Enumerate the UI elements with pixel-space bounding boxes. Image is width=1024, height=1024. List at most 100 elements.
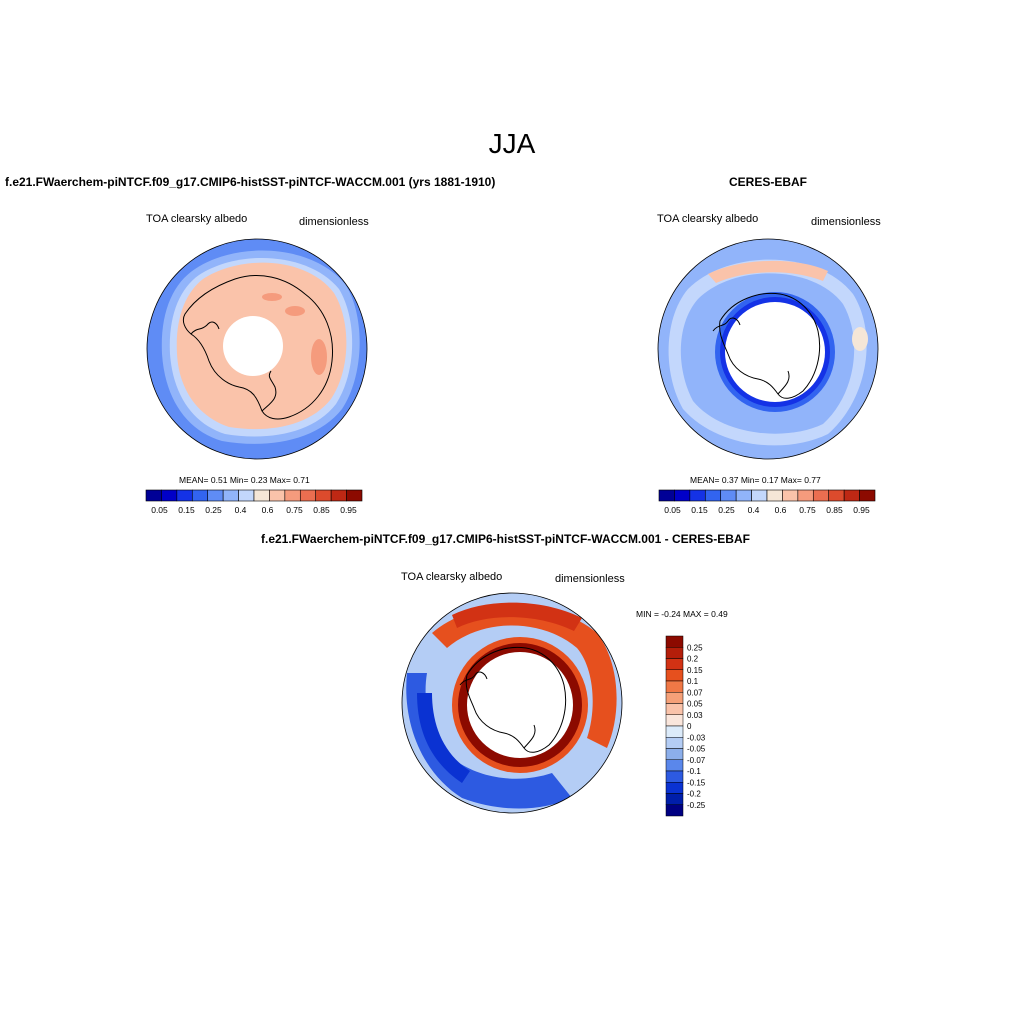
colorbar-swatch [161,489,178,502]
panel-3-variable: TOA clearsky albedo [401,571,503,583]
colorbar-tick-label: 0.85 [313,505,330,515]
colorbar-swatch [766,489,783,502]
min-value: 0.23 [250,475,268,485]
colorbar-tick-label: 0.25 [687,643,703,652]
max-label: MAX = [683,609,709,619]
max-value: 0.71 [293,475,310,485]
mean-value: 0.51 [210,475,228,485]
colorbar-tick-label: 0.07 [687,688,703,697]
antarctica-coastline [182,275,334,420]
colorbar-tick-label: 0.6 [262,505,274,515]
max-label: Max= [780,475,802,485]
colorbar-swatch [735,489,752,502]
colorbar-swatch [859,489,876,502]
colorbar-tick-label: -0.03 [687,733,706,742]
colorbar-swatch [674,489,691,502]
colorbar-tick-label: 0.05 [664,505,681,515]
colorbar-swatch [843,489,860,502]
colorbar-swatch [797,489,814,502]
panel-3-title: f.e21.FWaerchem-piNTCF.f09_g17.CMIP6-his… [261,532,750,546]
colorbar-swatch [665,748,684,760]
colorbar-swatch [346,489,363,502]
colorbar-tick-label: 0.1 [687,677,699,686]
max-value: 0.77 [804,475,821,485]
panel-2-variable: TOA clearsky albedo [657,213,759,225]
difference-zone-positive [432,605,617,748]
colorbar-tick-label: -0.1 [687,767,701,776]
mean-value: 0.37 [721,475,739,485]
colorbar-tick-label: 0.15 [687,666,703,675]
colorbar-swatch [782,489,799,502]
antarctic-peninsula [459,671,488,686]
difference-zone-negative-strong [417,693,470,783]
colorbar-swatch [704,489,722,502]
panel-3-colorbar: 0.25 0.2 0.15 0.1 0.07 0.05 0.03 0 -0.03 -0.05 -0.… [665,635,706,817]
colorbar-swatch [828,489,845,502]
colorbar-swatch [665,804,684,817]
colorbar-tick-label: 0.05 [687,700,703,709]
map-boundary [146,238,368,460]
colorbar-swatch [269,489,286,502]
colorbar-swatch [665,658,684,670]
colorbar-swatch [176,489,193,502]
colorbar-tick-label: 0.95 [340,505,357,515]
colorbar-tick-label: -0.05 [687,745,706,754]
colorbar-swatch [330,489,347,502]
colorbar-swatch [689,489,706,502]
colorbar-swatch [665,793,684,805]
page-title: JJA [488,128,536,159]
colorbar-tick-label: 0.85 [826,505,843,515]
panel-1-stats: MEAN= 0.51 Min= 0.23 Max= 0.71 [179,475,310,485]
colorbar-tick-label: -0.25 [687,801,706,810]
colorbar-tick-label: 0.2 [687,655,699,664]
colorbar-tick-label: 0.95 [853,505,870,515]
albedo-patch-high [262,293,282,301]
colorbar-tick-label: 0 [687,722,692,731]
max-value: 0.49 [711,609,728,619]
colorbar-tick-label: 0.75 [286,505,303,515]
colorbar-tick-label: 0.75 [799,505,816,515]
panel-1-colorbar: 0.05 0.15 0.25 0.4 0.6 0.75 0.85 0.95 [145,489,363,515]
colorbar-tick-label: 0.6 [775,505,787,515]
colorbar-swatch [812,489,830,502]
panel-1-units: dimensionless [299,216,369,228]
min-label: Min= [740,475,760,485]
panel-2-colorbar: 0.05 0.15 0.25 0.4 0.6 0.75 0.85 0.95 [658,489,876,515]
colorbar-tick-label: 0.15 [691,505,708,515]
colorbar-tick-label: -0.2 [687,790,701,799]
colorbar-tick-label: 0.25 [205,505,222,515]
difference-zone-positive-strong [452,602,582,631]
colorbar-tick-label: -0.15 [687,778,706,787]
panel-3-polar-map [401,592,623,814]
colorbar-swatch [284,489,301,502]
colorbar-swatch [665,680,684,693]
colorbar-swatch [658,489,675,502]
min-label: MIN = [636,609,659,619]
colorbar-swatch [665,703,684,715]
colorbar-tick-label: 0.05 [151,505,168,515]
colorbar-swatch [665,647,684,659]
antarctica-coastline [465,646,567,753]
panel-2-units: dimensionless [811,216,881,228]
map-boundary [657,238,879,460]
colorbar-swatch [665,725,684,738]
colorbar-tick-label: 0.15 [178,505,195,515]
albedo-patch-high [311,339,327,375]
colorbar-swatch [145,489,162,502]
albedo-patch-high [285,306,305,316]
colorbar-swatch [720,489,737,502]
panel-2-stats: MEAN= 0.37 Min= 0.17 Max= 0.77 [690,475,821,485]
colorbar-swatch [665,737,684,749]
panel-1-polar-map [146,238,368,460]
antarctic-peninsula [712,317,741,332]
map-boundary [401,592,623,814]
albedo-band-peach [708,260,828,283]
min-label: Min= [229,475,249,485]
polar-gap [467,652,573,758]
polar-gap [725,302,825,402]
colorbar-swatch [665,782,684,794]
colorbar-swatch [315,489,332,502]
colorbar-swatch [665,669,684,682]
panel-2-title: CERES-EBAF [729,175,808,189]
difference-zone-negative [406,673,572,809]
